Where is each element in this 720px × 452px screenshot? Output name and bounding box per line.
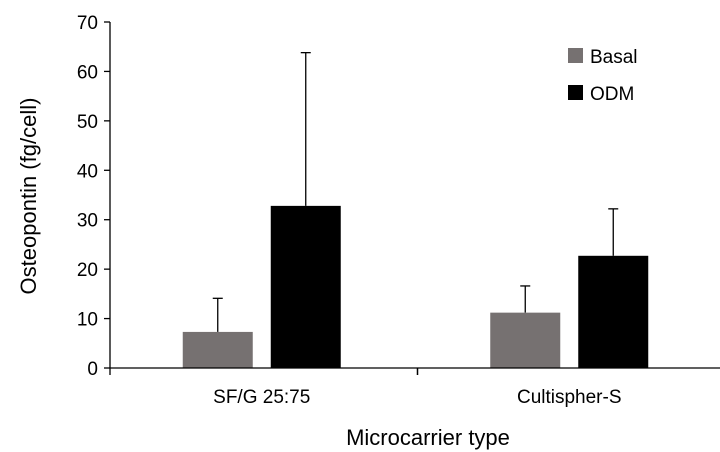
y-tick-label: 30 (77, 211, 98, 232)
x-axis-ticks (109, 368, 419, 375)
legend-swatch-odm (568, 85, 583, 100)
x-category-label: Cultispher-S (517, 387, 622, 408)
y-tick-label: 0 (87, 359, 98, 380)
bar-odm (578, 255, 649, 368)
y-tick-label: 60 (77, 62, 98, 83)
x-axis-title: Microcarrier type (346, 425, 510, 450)
legend-label-odm: ODM (590, 84, 634, 105)
legend: Basal ODM (568, 47, 638, 105)
x-category-label: SF/G 25:75 (213, 387, 310, 408)
legend-swatch-basal (568, 48, 583, 63)
x-axis-category-labels: SF/G 25:75 Cultispher-S (213, 387, 621, 408)
bar-basal (182, 331, 253, 368)
bars (182, 205, 649, 368)
y-tick-label: 10 (77, 310, 98, 331)
bar-odm (270, 205, 341, 368)
y-tick-label: 70 (77, 13, 98, 34)
legend-label-basal: Basal (590, 47, 638, 68)
y-tick-label: 20 (77, 260, 98, 281)
error-bars (212, 51, 619, 332)
y-axis-ticks: 0 10 20 30 40 50 60 70 (77, 13, 110, 380)
y-tick-label: 50 (77, 112, 98, 133)
y-tick-label: 40 (77, 161, 98, 182)
y-axis-title: Osteopontin (fg/cell) (16, 98, 41, 295)
bar-basal (490, 312, 561, 368)
